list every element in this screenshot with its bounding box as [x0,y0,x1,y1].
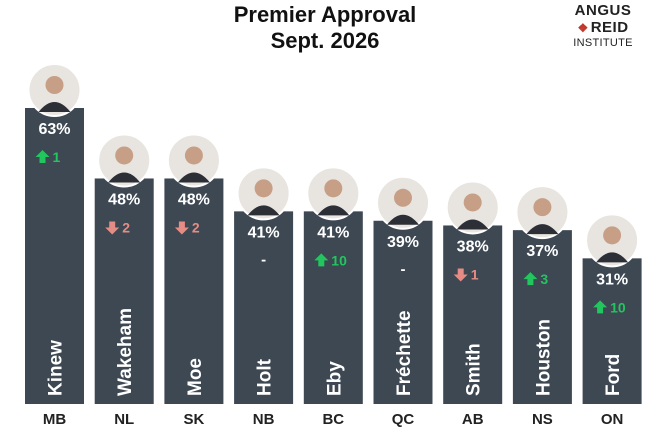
avatar-on [585,213,640,268]
avatar-head-ns [533,198,552,217]
category-label-ns: NS [532,411,553,428]
avatar-body-ns [526,224,559,235]
avatar-head-on [603,226,622,245]
avatar-head-nl [115,146,134,165]
bar-nl [94,178,154,404]
bar-qc [373,220,433,404]
avatar-body-nb [247,205,280,216]
logo-line-1: ANGUS [574,2,632,19]
avatar-mb [27,63,82,117]
avatar-body-on [596,252,629,263]
value-label-sk: 48% [178,191,210,208]
bar-ab [443,225,503,404]
category-label-qc: QC [392,411,415,428]
name-label-qc: Fréchette [394,310,415,396]
value-label-ns: 37% [526,243,558,260]
category-label-on: ON [601,411,624,428]
name-label-nl: Wakeham [115,308,136,396]
value-label-bc: 41% [317,224,349,241]
category-label-nb: NB [253,411,275,428]
avatar-body-sk [177,172,210,183]
category-label-nl: NL [114,411,134,428]
bar-bc [303,211,363,404]
title-line-1: Premier Approval [233,2,417,27]
avatar-body-nl [108,172,141,183]
avatar-body-qc [387,214,419,225]
value-label-nb: 41% [248,224,280,241]
avatar-ab [445,180,500,235]
change-label-on: 10 [610,299,626,315]
name-label-bc: Eby [324,361,345,396]
arrow-up-icon-bc [314,253,329,267]
title-line-2: Sept. 2026 [270,28,380,53]
angus-reid-logo: ANGUS ❖ REID INSTITUTE [560,2,646,50]
bar-mb [25,108,84,404]
avatar-nb [236,166,291,221]
change-label-nb: - [261,251,266,268]
name-label-ab: Smith [464,343,485,396]
change-label-mb: 1 [53,149,61,165]
arrow-up-icon-ns [523,272,538,286]
avatar-head-sk [184,146,203,165]
avatar-body-ab [456,219,489,230]
change-label-qc: - [401,261,406,278]
logo-line-3: INSTITUTE [573,37,633,49]
category-label-ab: AB [462,411,484,428]
bar-nb [234,211,294,404]
change-label-ab: 1 [471,266,479,282]
value-label-ab: 38% [457,238,489,255]
avatar-nl [97,133,152,188]
avatar-head-mb [45,76,64,94]
logo-line-2: REID [590,19,629,36]
avatar-head-qc [394,188,412,207]
bar-on [582,258,642,404]
category-label-bc: BC [322,411,344,428]
arrow-down-icon-ab [453,268,468,282]
logo-line-2-wrap: ❖ REID [560,19,646,37]
value-label-mb: 63% [38,121,70,138]
arrow-up-icon-on [593,300,608,314]
arrow-down-icon-sk [174,221,189,235]
name-label-nb: Holt [255,358,276,396]
chart-title: Premier Approval Sept. 2026 [0,2,650,54]
name-label-sk: Moe [185,358,206,396]
avatar-sk [166,133,221,188]
avatar-ns [515,185,570,240]
value-label-on: 31% [596,271,628,288]
arrow-up-icon-mb [35,150,50,163]
category-label-mb: MB [43,411,66,428]
change-label-bc: 10 [331,252,347,268]
value-label-qc: 39% [387,234,419,251]
avatar-bc [306,166,361,221]
name-label-on: Ford [603,354,624,396]
avatar-head-ab [463,193,482,212]
value-label-nl: 48% [108,191,140,208]
avatar-head-nb [254,179,273,198]
bar-ns [512,230,572,404]
avatar-body-bc [317,205,350,216]
change-label-ns: 3 [540,271,548,287]
avatar-body-mb [38,102,71,112]
avatar-qc [376,175,430,230]
maple-leaf-icon: ❖ [577,21,589,35]
change-label-nl: 2 [122,219,130,235]
avatar-head-bc [324,179,343,198]
change-label-sk: 2 [192,219,200,235]
arrow-down-icon-nl [105,221,120,235]
bar-sk [164,178,224,404]
name-label-mb: Kinew [46,340,67,396]
name-label-ns: Houston [533,319,554,396]
category-label-sk: SK [183,411,204,428]
